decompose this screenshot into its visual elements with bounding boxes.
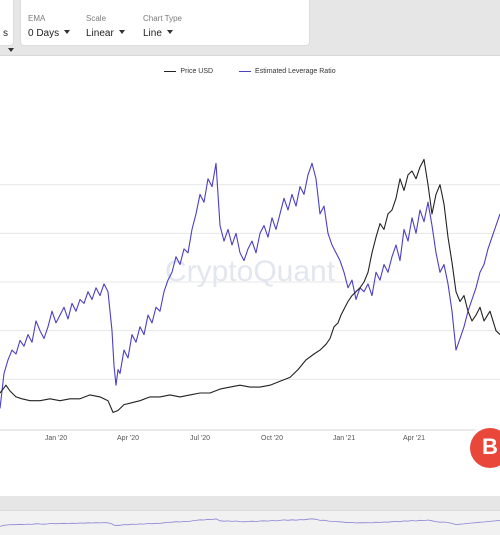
x-tick-label: Jan '20: [45, 435, 67, 442]
legend-swatch-price: [164, 70, 177, 72]
legend-item-price[interactable]: Price USD: [164, 68, 213, 75]
chevron-down-icon: [64, 30, 71, 34]
partial-dropdown-label: [3, 14, 14, 23]
legend-item-leverage[interactable]: Estimated Leverage Ratio: [239, 68, 336, 75]
scale-value: Linear: [86, 28, 114, 39]
chevron-down-icon: [118, 30, 125, 34]
chevron-down-icon: [166, 30, 173, 34]
x-tick-label: Oct '20: [261, 435, 283, 442]
navigator-series-line: [0, 518, 500, 527]
partial-dropdown[interactable]: s: [3, 14, 14, 59]
ema-dropdown[interactable]: EMA 0 Days: [28, 14, 71, 41]
chart-toolbar: s EMA 0 Days Scale Linear Chart Type Lin…: [0, 0, 500, 52]
range-navigator[interactable]: [0, 510, 500, 535]
x-tick-label: Jan '21: [333, 435, 355, 442]
toolbar-card-main: EMA 0 Days Scale Linear Chart Type Line: [20, 0, 310, 46]
toolbar-card-partial: s: [0, 0, 14, 52]
x-tick-label: Jul '20: [190, 435, 210, 442]
chart-type-dropdown[interactable]: Chart Type Line: [143, 14, 182, 41]
chevron-down-icon: [8, 48, 14, 52]
scale-label: Scale: [86, 14, 107, 23]
navigator-sparkline: [0, 518, 500, 527]
legend-swatch-leverage: [239, 70, 252, 72]
chart-type-label: Chart Type: [143, 14, 182, 23]
x-tick-label: Apr '20: [117, 435, 139, 442]
brand-logo-badge: B: [470, 428, 500, 468]
x-tick-label: Apr '21: [403, 435, 425, 442]
partial-dropdown-value: s: [3, 28, 8, 39]
chart-legend: Price USD Estimated Leverage Ratio: [0, 68, 500, 75]
legend-label-price: Price USD: [180, 68, 214, 75]
watermark: CryptoQuant: [165, 255, 336, 288]
line-chart[interactable]: CryptoQuant Jan '20 Apr '20 Jul '20 Oct '20 J…: [0, 56, 500, 496]
chart-type-value: Line: [143, 28, 162, 39]
chart-panel: Price USD Estimated Leverage Ratio Crypt…: [0, 55, 500, 535]
legend-label-leverage: Estimated Leverage Ratio: [255, 68, 336, 75]
brand-logo-icon: B: [482, 434, 498, 459]
ema-label: EMA: [28, 14, 46, 23]
ema-value: 0 Days: [28, 28, 60, 39]
scale-dropdown[interactable]: Scale Linear: [86, 14, 125, 41]
series-line-price-usd: [0, 158, 500, 413]
series-line-estimated-leverage-ratio: [0, 162, 500, 409]
